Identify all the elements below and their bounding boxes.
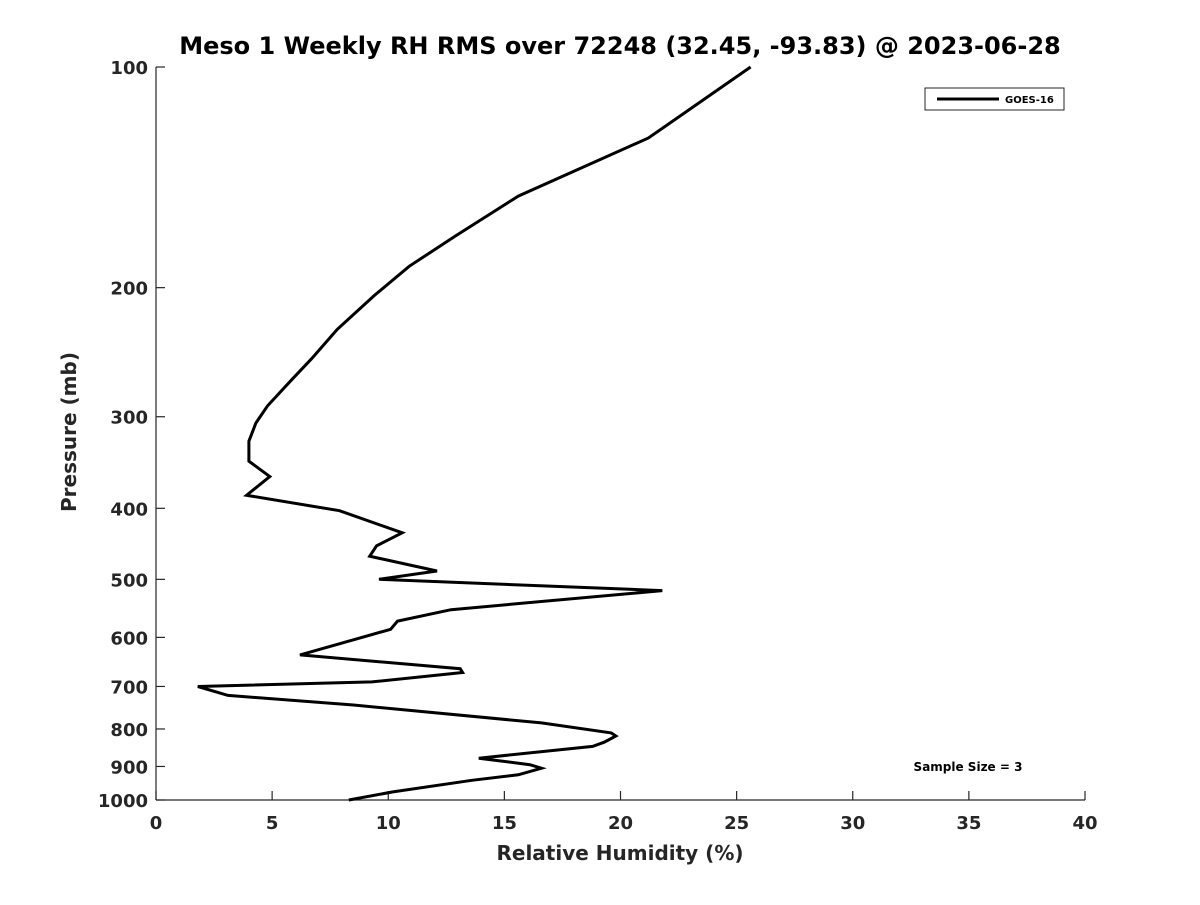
legend-entry-goes-16: GOES-16 bbox=[1005, 95, 1054, 106]
x-tick-label: 25 bbox=[724, 813, 749, 834]
y-tick-label: 900 bbox=[110, 757, 148, 778]
x-tick-label: 5 bbox=[266, 813, 279, 834]
y-axis-label: Pressure (mb) bbox=[57, 352, 81, 512]
series-line-goes-16 bbox=[197, 65, 752, 802]
x-tick-label: 0 bbox=[150, 813, 163, 834]
y-tick-label: 600 bbox=[110, 628, 148, 649]
y-tick-label: 200 bbox=[110, 279, 148, 300]
series-layer bbox=[197, 65, 752, 802]
x-tick-label: 40 bbox=[1072, 813, 1097, 834]
y-tick-label: 700 bbox=[110, 677, 148, 698]
x-tick-label: 20 bbox=[608, 813, 633, 834]
y-ticks: 100 200 300 400 500 600 700 800 900 1000 bbox=[98, 58, 165, 812]
x-tick-label: 10 bbox=[376, 813, 401, 834]
x-tick-label: 15 bbox=[492, 813, 517, 834]
sample-size-annotation: Sample Size = 3 bbox=[914, 760, 1023, 774]
axes bbox=[155, 67, 1085, 801]
y-tick-label: 300 bbox=[110, 408, 148, 429]
y-tick-label: 100 bbox=[110, 58, 148, 79]
chart-title: Meso 1 Weekly RH RMS over 72248 (32.45, … bbox=[179, 32, 1061, 60]
y-tick-label: 500 bbox=[110, 570, 148, 591]
x-ticks: 0 5 10 15 20 25 30 35 40 bbox=[150, 791, 1098, 834]
y-tick-label: 800 bbox=[110, 720, 148, 741]
x-tick-label: 35 bbox=[956, 813, 981, 834]
x-axis-label: Relative Humidity (%) bbox=[496, 841, 743, 865]
x-tick-label: 30 bbox=[840, 813, 865, 834]
y-tick-label: 1000 bbox=[98, 791, 148, 812]
legend: GOES-16 bbox=[924, 87, 1065, 111]
y-tick-label: 400 bbox=[110, 499, 148, 520]
